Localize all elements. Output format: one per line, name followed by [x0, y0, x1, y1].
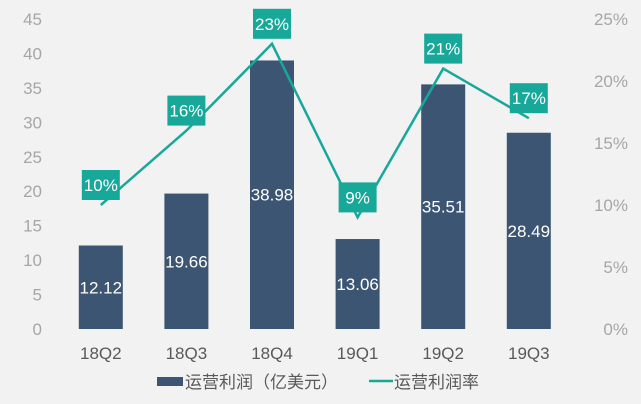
left-axis-tick: 25 — [23, 148, 42, 167]
rate-label-box — [424, 33, 463, 64]
right-axis-tick: 10% — [594, 196, 628, 215]
legend-bar-label: 运营利润（亿美元） — [185, 373, 338, 393]
category-label: 19Q2 — [422, 344, 464, 363]
bar-19Q3 — [506, 132, 551, 329]
rate-label: 16% — [169, 102, 203, 121]
right-axis-tick: 25% — [594, 10, 628, 29]
rate-label: 23% — [255, 15, 289, 34]
rate-label: 21% — [426, 40, 460, 59]
bar-label: 38.98 — [251, 186, 294, 205]
category-label: 19Q3 — [508, 344, 550, 363]
category-label: 18Q3 — [166, 344, 208, 363]
bar-19Q2 — [421, 84, 466, 330]
bar-label: 28.49 — [508, 222, 551, 241]
right-axis-tick: 15% — [594, 134, 628, 153]
left-axis-tick: 5 — [33, 286, 42, 305]
left-axis-tick: 30 — [23, 113, 42, 132]
rate-label-box — [167, 95, 206, 126]
rate-label-box — [338, 182, 377, 213]
bar-18Q2 — [78, 245, 123, 329]
category-label: 18Q4 — [251, 344, 293, 363]
bar-18Q3 — [164, 193, 209, 329]
left-axis-tick: 0 — [33, 320, 42, 339]
rate-label: 9% — [345, 188, 370, 207]
left-axis-tick: 40 — [23, 44, 42, 63]
rate-label-box — [509, 83, 548, 114]
right-axis-tick: 0% — [603, 320, 628, 339]
bar-18Q4 — [250, 60, 294, 330]
bar-label: 13.06 — [336, 275, 379, 294]
bar-label: 35.51 — [422, 198, 465, 217]
legend-bar-swatch — [157, 377, 183, 386]
left-axis-tick: 15 — [23, 217, 42, 236]
rate-label-box — [81, 170, 120, 200]
category-label: 18Q2 — [80, 344, 122, 363]
bar-19Q1 — [335, 239, 380, 329]
rate-line — [99, 41, 530, 221]
left-axis-tick: 35 — [23, 79, 42, 98]
bar-label: 12.12 — [80, 278, 123, 297]
bar-label: 19.66 — [165, 252, 208, 271]
rate-label: 10% — [84, 176, 118, 195]
left-axis-tick: 10 — [23, 251, 42, 270]
category-label: 19Q1 — [337, 344, 379, 363]
right-axis-tick: 20% — [594, 72, 628, 91]
right-axis-tick: 5% — [603, 258, 628, 277]
left-axis-tick: 20 — [23, 182, 42, 201]
rate-label: 17% — [512, 89, 546, 108]
rate-label-box — [253, 8, 291, 39]
left-axis-tick: 45 — [23, 10, 42, 29]
legend-line-label: 运营利润率 — [394, 373, 479, 393]
